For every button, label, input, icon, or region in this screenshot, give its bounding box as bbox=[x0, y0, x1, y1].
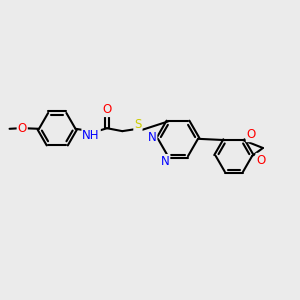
Text: N: N bbox=[148, 131, 156, 144]
Text: S: S bbox=[134, 118, 142, 131]
Text: O: O bbox=[18, 122, 27, 135]
Text: N: N bbox=[160, 155, 169, 168]
Text: O: O bbox=[256, 154, 266, 167]
Text: O: O bbox=[102, 103, 112, 116]
Text: O: O bbox=[247, 128, 256, 141]
Text: NH: NH bbox=[82, 129, 100, 142]
